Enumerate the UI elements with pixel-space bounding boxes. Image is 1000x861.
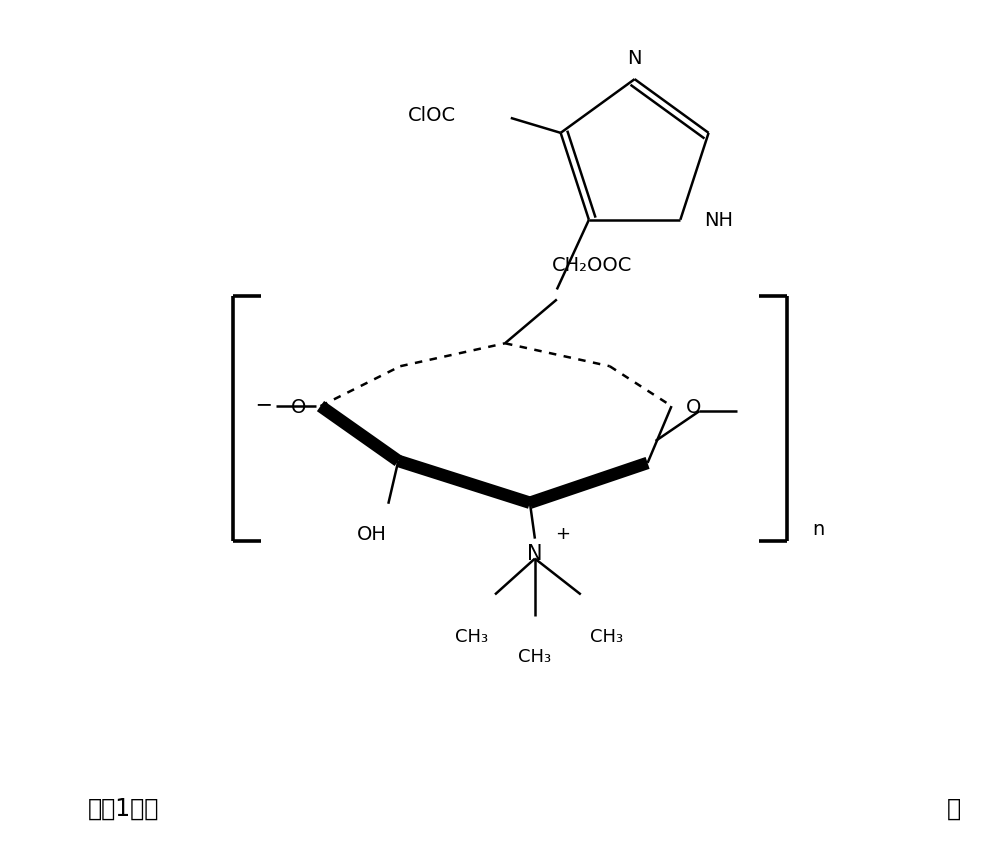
Text: O: O [686, 397, 701, 416]
Text: n: n [812, 519, 824, 538]
Text: ClOC: ClOC [408, 106, 456, 125]
Text: CH₃: CH₃ [590, 628, 623, 646]
Text: N: N [627, 49, 642, 68]
Text: ，: ， [947, 796, 961, 820]
Text: CH₃: CH₃ [455, 628, 488, 646]
Text: +: + [555, 524, 570, 542]
Text: NH: NH [704, 211, 733, 230]
Text: 式（1）：: 式（1）： [87, 796, 159, 820]
Text: ─: ─ [257, 394, 270, 415]
Text: OH: OH [356, 524, 386, 543]
Text: CH₃: CH₃ [518, 647, 551, 666]
Text: CH₂OOC: CH₂OOC [552, 256, 632, 275]
Text: N: N [527, 543, 543, 563]
Text: O: O [291, 397, 306, 416]
